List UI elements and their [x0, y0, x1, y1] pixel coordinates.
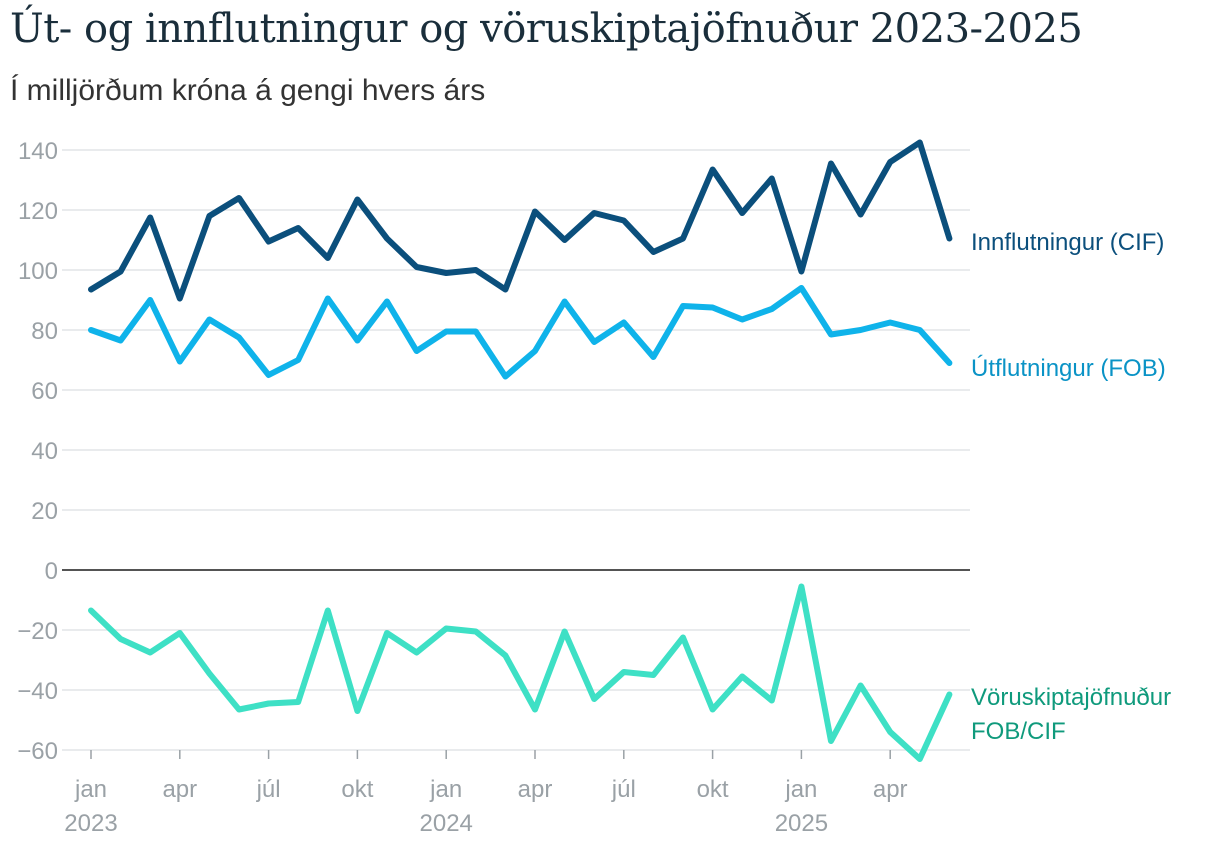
y-tick-label: 0: [45, 558, 58, 585]
series-label-voruskiptajofnudur: FOB/CIF: [971, 718, 1066, 745]
x-tick-label: okt: [341, 776, 373, 803]
series-label-utflutningur: Útflutningur (FOB): [971, 355, 1166, 382]
y-tick-label: 20: [31, 498, 58, 525]
y-axis-ticks: 140 120 100 80 60 40 20 0 −20 −40 −60: [17, 138, 58, 765]
x-tick-label: júl: [611, 776, 636, 803]
chart-subtitle: Í milljörðum króna á gengi hvers árs: [10, 74, 486, 107]
series-line-utflutningur: [88, 285, 953, 380]
x-tick-label: jan: [74, 776, 107, 803]
x-tick-year-label: 2024: [420, 810, 473, 837]
y-tick-label: −40: [17, 678, 58, 705]
x-tick-label: jan: [784, 776, 817, 803]
x-tick-label: okt: [697, 776, 729, 803]
x-axis-ticks: jan 2023 apr júl okt jan 2024 apr júl okt jan 2025 a…: [64, 750, 908, 837]
y-tick-label: 100: [18, 258, 58, 285]
series-line-innflutningur: [88, 139, 953, 302]
x-tick-label: jan: [429, 776, 462, 803]
y-tick-label: −20: [17, 618, 58, 645]
y-tick-label: 80: [31, 318, 58, 345]
x-tick-year-label: 2025: [775, 810, 828, 837]
y-tick-label: 40: [31, 438, 58, 465]
y-tick-label: 140: [18, 138, 58, 165]
grid-lines: [62, 149, 970, 751]
y-tick-label: 120: [18, 198, 58, 225]
x-tick-label: apr: [162, 776, 197, 803]
y-tick-label: 60: [31, 378, 58, 405]
y-tick-label: −60: [17, 738, 58, 765]
chart-title: Út- og innflutningur og vöruskiptajöfnuð…: [10, 6, 1083, 52]
series-lines: [88, 139, 953, 762]
x-tick-label: apr: [873, 776, 908, 803]
x-tick-year-label: 2023: [64, 810, 117, 837]
x-tick-label: júl: [256, 776, 281, 803]
series-line-voruskiptajofnudur: [88, 583, 953, 762]
series-label-voruskiptajofnudur: Vöruskiptajöfnuður: [971, 684, 1171, 711]
series-labels: Innflutningur (CIF) Útflutningur (FOB) Vör…: [971, 229, 1171, 745]
x-tick-label: apr: [518, 776, 553, 803]
series-label-innflutningur: Innflutningur (CIF): [971, 229, 1164, 256]
